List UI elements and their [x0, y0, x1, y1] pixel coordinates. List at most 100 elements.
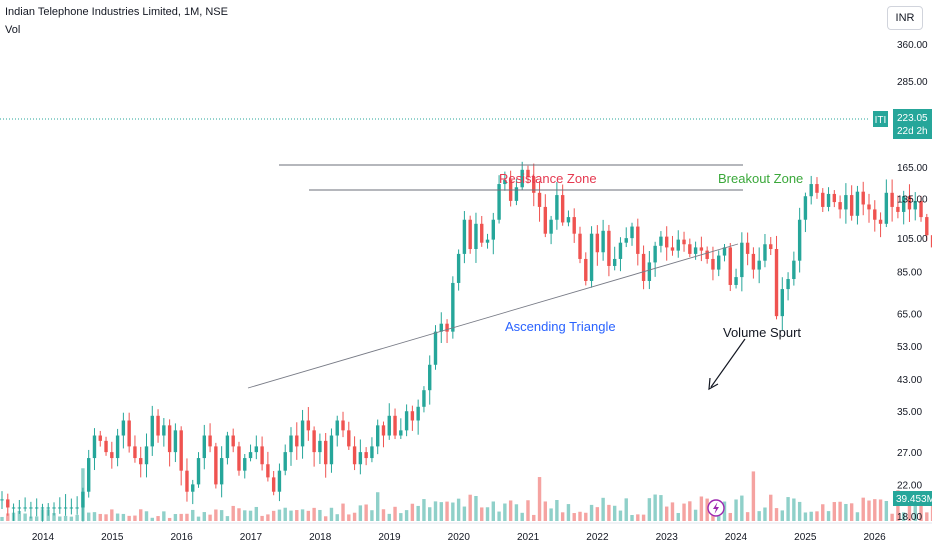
candle-body[interactable] [786, 279, 790, 290]
candle-body[interactable] [543, 206, 548, 234]
candle-body[interactable] [144, 446, 149, 465]
candle-body[interactable] [376, 425, 380, 447]
candle-body[interactable] [844, 195, 848, 210]
candle-body[interactable] [532, 176, 536, 193]
candle-body[interactable] [514, 187, 519, 201]
candle-body[interactable] [399, 430, 403, 436]
candle-body[interactable] [809, 184, 813, 197]
candle-body[interactable] [34, 507, 39, 509]
candle-body[interactable] [595, 233, 600, 253]
candle-body[interactable] [572, 217, 576, 234]
candle-body[interactable] [364, 452, 368, 459]
candle-body[interactable] [485, 239, 490, 243]
candle-body[interactable] [769, 244, 773, 250]
candle-body[interactable] [867, 204, 871, 210]
candle-body[interactable] [306, 420, 311, 431]
candle-body[interactable] [566, 217, 571, 223]
candle-body[interactable] [480, 223, 484, 243]
candle-body[interactable] [266, 464, 270, 478]
candle-body[interactable] [665, 236, 669, 248]
candle-body[interactable] [214, 446, 218, 485]
candle-body[interactable] [699, 247, 704, 251]
candle-body[interactable] [797, 219, 802, 261]
candle-body[interactable] [295, 435, 299, 447]
candle-body[interactable] [925, 217, 929, 236]
candle-body[interactable] [139, 458, 143, 465]
candle-body[interactable] [115, 435, 120, 459]
candle-body[interactable] [248, 452, 253, 459]
candle-body[interactable] [659, 236, 663, 246]
candle-body[interactable] [352, 446, 357, 465]
candle-body[interactable] [150, 415, 154, 447]
candle-body[interactable] [612, 258, 617, 266]
candle-body[interactable] [6, 499, 10, 508]
candle-body[interactable] [774, 249, 779, 317]
candle-body[interactable] [433, 331, 438, 365]
candle-body[interactable] [393, 415, 397, 436]
candle-body[interactable] [705, 250, 709, 259]
candle-body[interactable] [29, 507, 33, 509]
candle-body[interactable] [468, 219, 472, 250]
candle-body[interactable] [636, 226, 640, 254]
candle-body[interactable] [497, 184, 501, 220]
candle-body[interactable] [878, 219, 883, 224]
candle-body[interactable] [907, 196, 912, 210]
candle-body[interactable] [821, 192, 825, 207]
candle-body[interactable] [416, 406, 420, 421]
candle-body[interactable] [277, 470, 282, 492]
candle-body[interactable] [682, 239, 686, 245]
candle-body[interactable] [693, 247, 698, 254]
candle-body[interactable] [300, 420, 305, 447]
candle-body[interactable] [815, 184, 819, 193]
candle-body[interactable] [347, 430, 351, 447]
candle-body[interactable] [560, 195, 565, 223]
currency-button[interactable]: INR [887, 6, 923, 30]
time-axis[interactable]: 2014 2015 2016 2017 2018 2019 2020 2021 2022 2023… [0, 522, 932, 543]
candle-body[interactable] [913, 200, 917, 210]
candle-body[interactable] [110, 452, 114, 459]
candle-body[interactable] [630, 226, 634, 239]
candle-body[interactable] [763, 244, 767, 261]
candle-body[interactable] [688, 244, 692, 254]
candle-body[interactable] [81, 491, 85, 508]
candle-body[interactable] [803, 196, 808, 220]
candle-body[interactable] [462, 219, 467, 254]
candle-body[interactable] [901, 196, 906, 212]
candle-body[interactable] [555, 195, 559, 220]
candle-body[interactable] [63, 507, 68, 509]
resistance-zone-label[interactable]: Resistance Zone [499, 171, 597, 186]
candle-body[interactable] [826, 193, 831, 207]
candle-body[interactable] [387, 415, 391, 436]
candle-body[interactable] [873, 209, 877, 220]
candle-body[interactable] [202, 435, 206, 459]
candle-body[interactable] [711, 258, 715, 270]
candle-body[interactable] [219, 458, 224, 485]
candle-body[interactable] [52, 507, 56, 509]
candle-body[interactable] [624, 238, 628, 243]
candle-body[interactable] [127, 420, 131, 447]
price-axis[interactable]: 360.00 285.00 165.00 135.00 105.00 85.00 65.00… [897, 40, 928, 523]
candle-body[interactable] [474, 223, 478, 250]
candle-body[interactable] [861, 191, 865, 205]
symbol-legend-title[interactable]: Indian Telephone Industries Limited, 1M,… [5, 6, 228, 18]
volume-spurt-label[interactable]: Volume Spurt [723, 325, 801, 340]
candle-body[interactable] [849, 195, 854, 216]
candle-body[interactable] [526, 169, 530, 177]
candle-body[interactable] [896, 206, 900, 212]
candle-body[interactable] [607, 230, 611, 266]
candle-body[interactable] [156, 415, 160, 436]
candle-body[interactable] [289, 435, 293, 453]
candle-body[interactable] [133, 446, 137, 459]
candle-body[interactable] [87, 458, 91, 492]
breakout-zone-label[interactable]: Breakout Zone [718, 171, 803, 186]
candle-body[interactable] [428, 364, 432, 391]
candle-body[interactable] [283, 452, 287, 471]
candle-body[interactable] [75, 507, 79, 509]
candle-body[interactable] [751, 253, 756, 270]
candle-body[interactable] [855, 191, 860, 216]
candle-body[interactable] [890, 192, 894, 207]
candle-body[interactable] [919, 200, 923, 218]
candle-body[interactable] [838, 202, 842, 210]
candle-body[interactable] [254, 446, 259, 453]
